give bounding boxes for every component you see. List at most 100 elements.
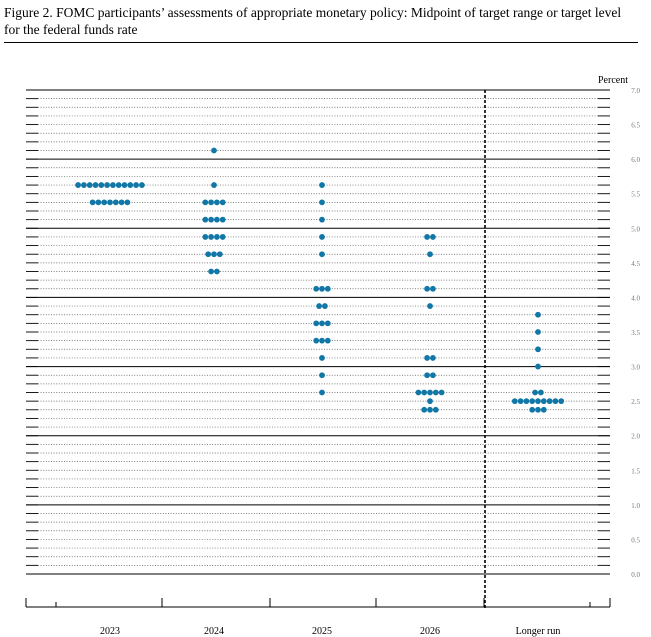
participant-dot [532,389,538,396]
participant-dot [319,199,325,206]
participant-dot [424,355,430,361]
participant-dot [313,337,320,344]
participant-dot [546,398,553,405]
participant-dot [424,372,430,379]
participant-dot [324,285,331,292]
participant-dot [133,182,140,188]
x-category-label: 2024 [204,626,224,637]
axis-layer: 0.0 0.5 1.0 1.5 2.0 2.5 3.0 3.5 4.0 4.5 5.0 5.5 6.0 6… [25,87,641,637]
dots-layer [75,147,565,413]
participant-dot [538,389,544,396]
participant-dot [319,285,325,292]
participant-dot [319,251,325,258]
participant-dot [324,320,331,327]
y-tick-label: 0.0 [631,571,640,579]
y-axis-label: Percent [598,75,628,86]
grid-layer [26,89,610,575]
participant-dot [89,199,96,206]
participant-dot [104,182,110,188]
participant-dot [208,216,215,223]
participant-dot [112,199,119,206]
x-category-label: 2023 [100,626,120,637]
participant-dot [430,234,436,240]
participant-dot [438,389,445,396]
participant-dot [424,234,430,240]
y-tick-label: 3.5 [631,329,640,337]
participant-dot [427,389,433,396]
participant-dot [427,303,433,309]
participant-dot [430,355,436,361]
y-tick-label: 0.5 [631,536,640,544]
participant-dot [214,268,220,275]
participant-dot [529,398,536,405]
participant-dot [313,285,320,292]
participant-dot [319,234,325,240]
participant-dot [421,406,428,413]
participant-dot [517,398,524,405]
participant-dot [208,199,215,206]
y-tick-label: 2.5 [631,398,640,406]
participant-dot [219,216,226,223]
x-category-label: 2025 [312,626,332,637]
participant-dot [535,363,541,370]
participant-dot [319,372,325,379]
participant-dot [118,199,125,206]
participant-dot [427,398,433,405]
title-rule [4,42,638,43]
participant-dot [313,320,320,327]
participant-dot [558,398,565,405]
participant-dot [214,199,220,206]
participant-dot [535,329,541,335]
participant-dot [529,406,536,413]
participant-dot [98,182,105,188]
y-tick-label: 5.0 [631,225,640,233]
participant-dot [139,182,145,188]
y-tick-label: 4.0 [631,294,640,302]
participant-dot [430,285,436,292]
participant-dot [205,251,212,258]
y-tick-label: 4.5 [631,260,640,268]
participant-dot [316,303,322,309]
participant-dot [75,182,81,188]
participant-dot [511,398,518,405]
participant-dot [540,398,547,405]
x-category-label: Longer run [516,626,561,637]
participant-dot [92,182,99,188]
participant-dot [86,182,93,188]
participant-dot [110,182,116,188]
participant-dot [319,389,325,396]
participant-dot [211,147,217,154]
y-tick-label: 3.0 [631,364,640,372]
participant-dot [432,389,439,396]
participant-dot [219,199,226,206]
participant-dot [208,234,215,240]
participant-dot [124,199,131,206]
participant-dot [127,182,134,188]
participant-dot [523,398,530,405]
y-tick-label: 6.0 [631,156,640,164]
participant-dot [202,234,209,240]
participant-dot [101,199,108,206]
participant-dot [322,303,328,309]
participant-dot [121,182,128,188]
participant-dot [216,251,223,258]
participant-dot [535,346,541,353]
participant-dot [115,182,122,188]
figure-title: Figure 2. FOMC participants’ assessments… [4,5,622,37]
participant-dot [319,337,325,344]
participant-dot [211,182,217,188]
y-tick-label: 1.0 [631,502,640,510]
participant-dot [535,311,541,318]
participant-dot [319,320,325,327]
participant-dot [552,398,559,405]
participant-dot [107,199,113,206]
participant-dot [211,251,217,258]
participant-dot [219,234,226,240]
participant-dot [319,182,325,188]
participant-dot [535,406,541,413]
participant-dot [208,268,215,275]
participant-dot [535,398,541,405]
y-tick-label: 1.5 [631,467,640,475]
participant-dot [214,216,220,223]
